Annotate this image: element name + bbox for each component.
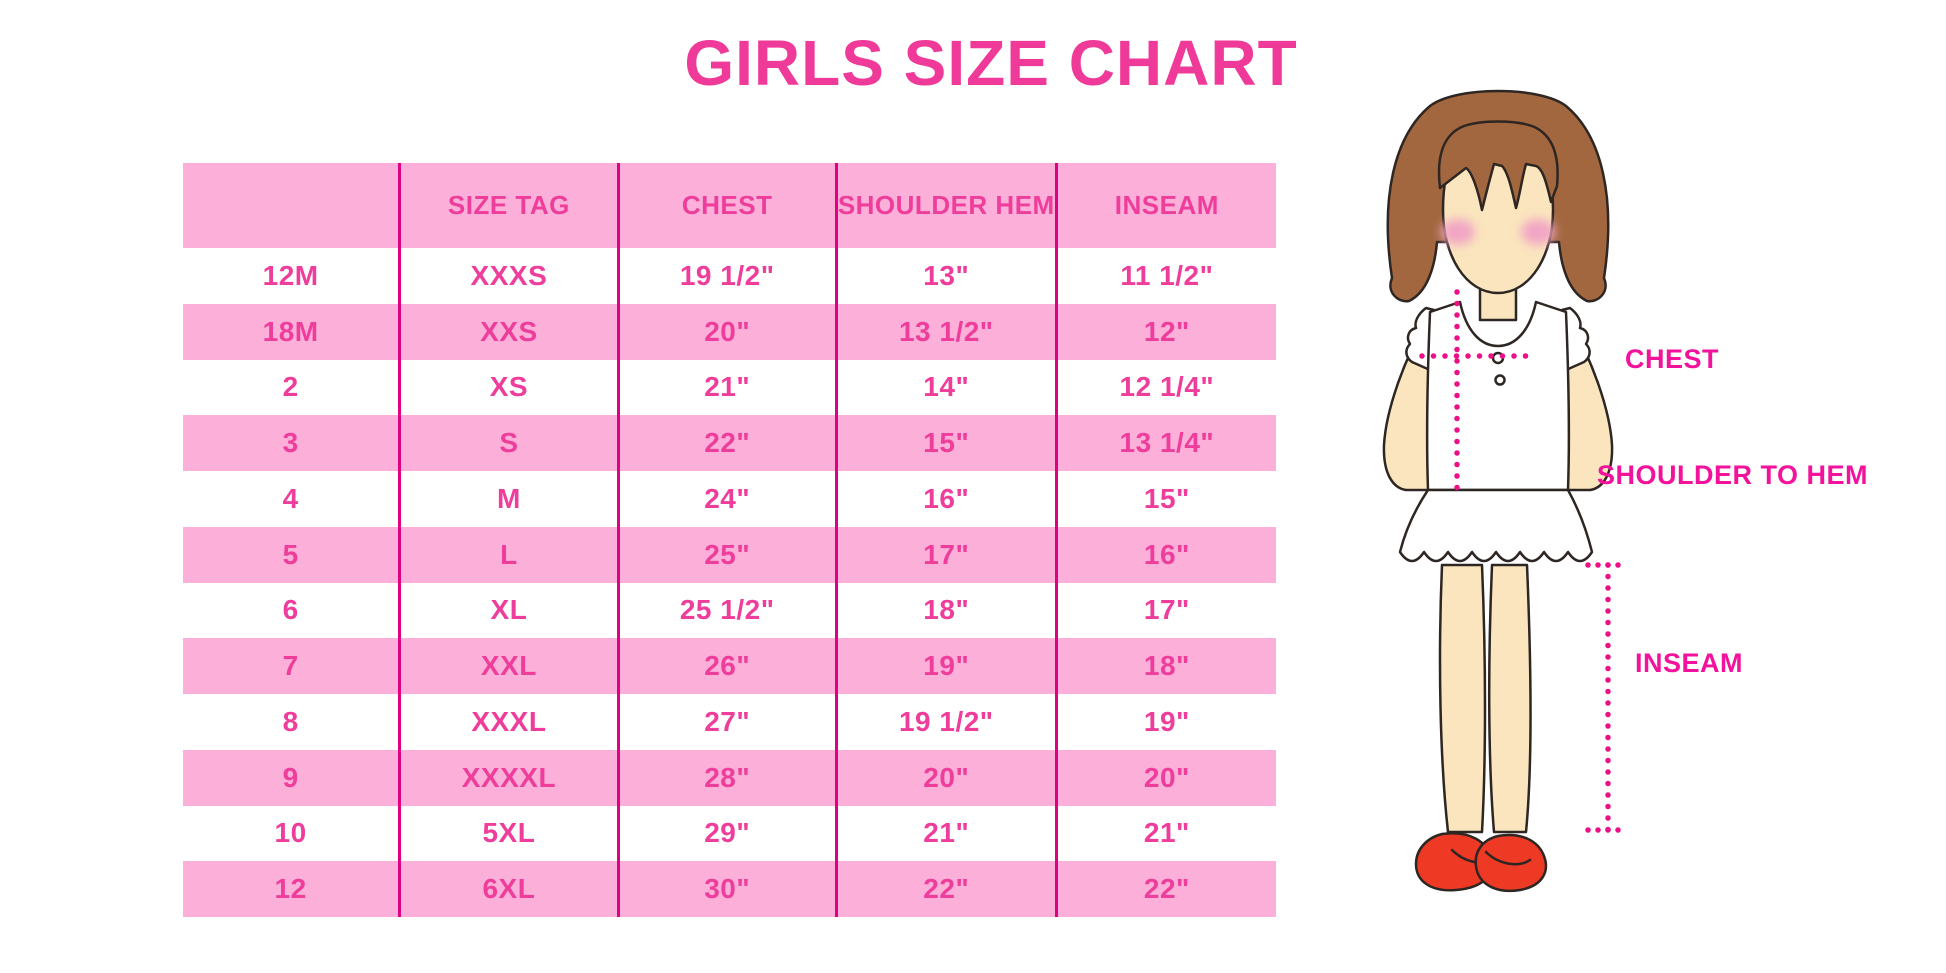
table-cell: 30" (619, 861, 838, 917)
table-cell: 13" (837, 248, 1058, 304)
ruffle-left (1405, 306, 1436, 372)
table-cell: 25 1/2" (619, 582, 838, 639)
table-cell: 19 1/2" (619, 248, 838, 304)
table-cell: 18" (1057, 638, 1276, 694)
table-cell: 21" (619, 359, 838, 416)
table-cell: 20" (837, 749, 1058, 806)
table-cell: 18M (183, 303, 402, 360)
table-cell: XS (401, 359, 620, 416)
table-cell: 25" (619, 526, 838, 583)
table-cell: 22" (837, 861, 1058, 917)
inseam-measure-label: INSEAM (1635, 648, 1744, 678)
table-cell: 6 (183, 582, 402, 639)
table-cell: 8 (183, 694, 402, 750)
table-cell: 5XL (401, 805, 620, 862)
table-cell: L (401, 526, 620, 583)
table-cell: 11 1/2" (1057, 248, 1276, 304)
table-cell: 28" (619, 749, 838, 806)
table-cell: 4 (183, 471, 402, 527)
header-cell: SIZE TAG (401, 163, 620, 248)
table-cell: XXS (401, 303, 620, 360)
ruffle-right (1560, 306, 1591, 372)
shoe-right-strap (1484, 850, 1532, 866)
table-cell: 19" (837, 638, 1058, 694)
table-cell: 7 (183, 638, 402, 694)
table-cell: 19 1/2" (837, 694, 1058, 750)
table-cell: 20" (1057, 749, 1276, 806)
table-cell: 15" (1057, 471, 1276, 527)
leg-right (1487, 563, 1532, 834)
table-cell: 16" (837, 471, 1058, 527)
girl-figure-drawing (1382, 89, 1631, 893)
table-cell: 22" (1057, 861, 1276, 917)
table-cell: XXXXL (401, 749, 620, 806)
table-cell: 19" (1057, 694, 1276, 750)
skirt (1398, 488, 1594, 563)
blush-left (1441, 219, 1475, 245)
hair-bangs (1437, 120, 1559, 212)
page-title: GIRLS SIZE CHART (684, 27, 1298, 99)
table-cell: 10 (183, 805, 402, 862)
blush-right (1521, 219, 1555, 245)
chest-measure-label: CHEST (1625, 344, 1720, 374)
table-cell: 12 1/4" (1057, 359, 1276, 416)
header-cell: CHEST (619, 163, 838, 248)
table-cell: XXXS (401, 248, 620, 304)
table-cell: 13 1/2" (837, 303, 1058, 360)
table-cell: 26" (619, 638, 838, 694)
shoulder-to-hem-measure-label: SHOULDER TO HEM (1597, 460, 1869, 490)
table-cell: 17" (837, 526, 1058, 583)
table-cell: 22" (619, 415, 838, 471)
table-cell: 16" (1057, 526, 1276, 583)
table-cell: XXXL (401, 694, 620, 750)
table-cell: S (401, 415, 620, 471)
table-cell: 9 (183, 749, 402, 806)
table-cell: 6XL (401, 861, 620, 917)
table-cell: M (401, 471, 620, 527)
table-cell: 14" (837, 359, 1058, 416)
table-cell: 21" (1057, 805, 1276, 862)
table-cell: 15" (837, 415, 1058, 471)
table-cell: 20" (619, 303, 838, 360)
bodice (1425, 300, 1571, 492)
size-table: SIZE TAG CHEST SHOULDER HEM INSEAM 12M XXXS 19… (183, 163, 1276, 917)
table-cell: XXL (401, 638, 620, 694)
table-cell: 29" (619, 805, 838, 862)
table-cell: 2 (183, 359, 402, 416)
table-cell: 5 (183, 526, 402, 583)
table-cell: XL (401, 582, 620, 639)
table-cell: 27" (619, 694, 838, 750)
header-cell: SHOULDER HEM (837, 163, 1058, 248)
table-cell: 18" (837, 582, 1058, 639)
table-cell: 12M (183, 248, 402, 304)
table-cell: 3 (183, 415, 402, 471)
table-cell: 12 (183, 861, 402, 917)
table-cell: 21" (837, 805, 1058, 862)
table-cell: 17" (1057, 582, 1276, 639)
leg-left (1438, 563, 1487, 834)
header-cell (183, 163, 402, 248)
table-cell: 24" (619, 471, 838, 527)
button-bottom (1494, 374, 1506, 386)
header-cell: INSEAM (1057, 163, 1276, 248)
girl-illustration: CHEST SHOULDER TO HEM INSEAM (1330, 60, 1946, 973)
table-cell: 12" (1057, 303, 1276, 360)
table-cell: 13 1/4" (1057, 415, 1276, 471)
